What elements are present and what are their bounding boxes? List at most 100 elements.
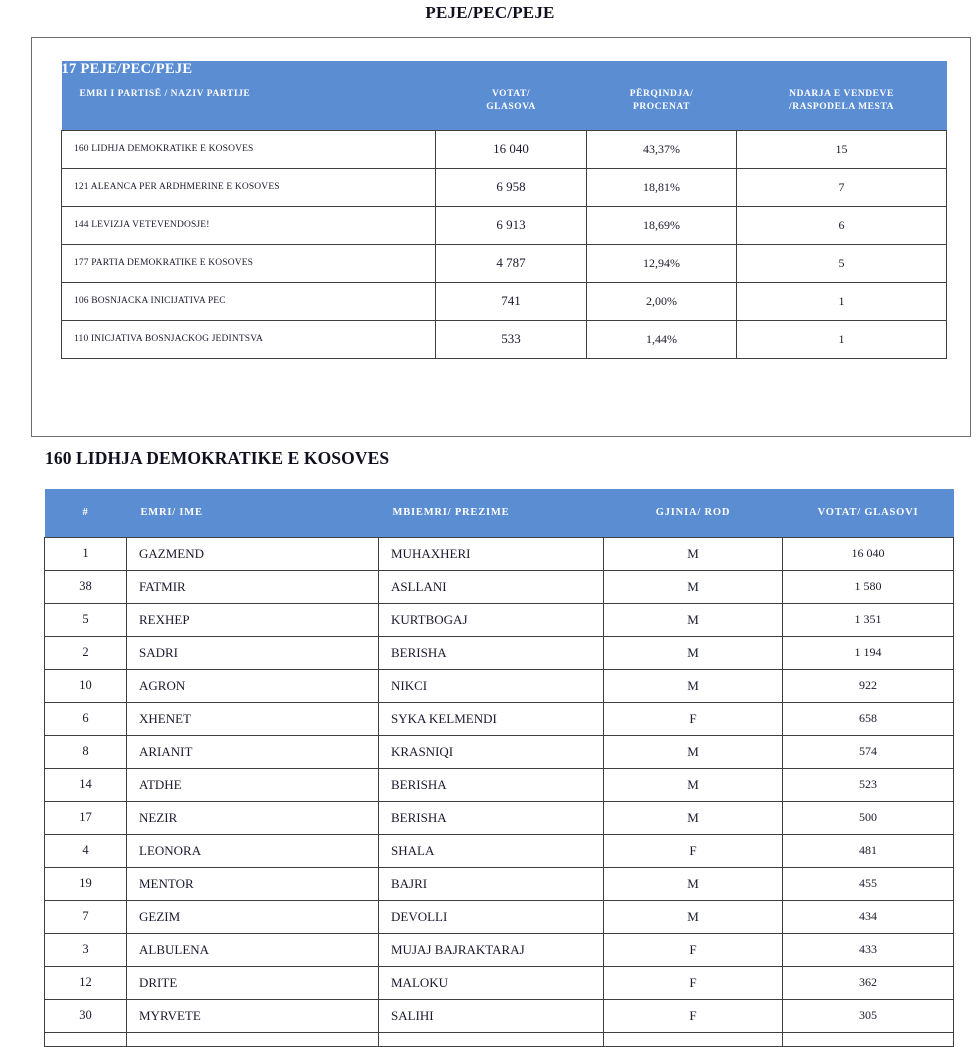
- summary-cell-votes: 6 913: [435, 205, 587, 245]
- summary-cell-votes: 4 787: [435, 243, 587, 283]
- candidate-cell-votes: 16 040: [782, 536, 954, 571]
- summary-cell-party: 144 LEVIZJA VETEVENDOSJE!: [61, 205, 436, 245]
- candidate-row: 10 AGRON NIKCI M 922: [44, 668, 954, 703]
- candidate-cell-gender: M: [603, 899, 783, 934]
- candidate-cell-num: 5: [44, 602, 127, 637]
- candidate-cell-votes: 1 580: [782, 569, 954, 604]
- summary-col-party: EMRI I PARTISË / NAZIV PARTIJE: [61, 78, 436, 131]
- candidate-cell-num: 12: [44, 965, 127, 1000]
- candidate-cell-name: AGRON: [126, 668, 379, 703]
- candidate-cell-name: FATMIR: [126, 569, 379, 604]
- summary-col-seats: NDARJA E VENDEVE /RASPODELA MESTA: [736, 78, 947, 131]
- candidate-cell-name: DRITE: [126, 965, 379, 1000]
- candidate-row: 1 GAZMEND MUHAXHERI M 16 040: [44, 536, 954, 571]
- candidates-table: # EMRI/ IME MBIEMRI/ PREZIME GJINIA/ ROD…: [44, 489, 954, 1047]
- summary-cell-party: 110 INICJATIVA BOSNJACKOG JEDINTSVA: [61, 319, 436, 359]
- candidate-cell-gender: M: [603, 734, 783, 769]
- summary-col-seats-line2: /RASPODELA MESTA: [789, 101, 894, 112]
- candidate-cell-gender: M: [603, 569, 783, 604]
- candidates-col-num: #: [44, 489, 127, 537]
- candidate-row: 38 FATMIR ASLLANI M 1 580: [44, 569, 954, 604]
- summary-row: 160 LIDHJA DEMOKRATIKE E KOSOVES 16 040 43…: [61, 129, 948, 169]
- candidate-cell-surname: MUHAXHERI: [378, 536, 604, 571]
- summary-cell-votes: 741: [435, 281, 587, 321]
- candidate-cell-num: 1: [44, 536, 127, 571]
- candidate-row: 4 LEONORA SHALA F 481: [44, 833, 954, 868]
- summary-cell-percent: 18,81%: [586, 167, 737, 207]
- candidates-col-gender: GJINIA/ ROD: [603, 489, 783, 537]
- summary-col-percent: PËRQINDJA/ PROCENAT: [586, 78, 737, 131]
- candidate-cell-votes: 481: [782, 833, 954, 868]
- candidates-col-surname: MBIEMRI/ PREZIME: [378, 489, 604, 537]
- summary-col-percent-line2: PROCENAT: [632, 101, 690, 112]
- candidate-cell-num: 30: [44, 998, 127, 1033]
- summary-body: 160 LIDHJA DEMOKRATIKE E KOSOVES 16 040 43…: [61, 129, 948, 359]
- candidate-cell-gender: F: [603, 701, 783, 736]
- candidates-col-votes: VOTAT/ GLASOVI: [782, 489, 954, 537]
- candidate-cell-surname: BERISHA: [378, 767, 604, 802]
- candidate-cell-empty: [44, 1031, 127, 1047]
- candidate-cell-name: XHENET: [126, 701, 379, 736]
- candidates-header: # EMRI/ IME MBIEMRI/ PREZIME GJINIA/ ROD…: [44, 489, 954, 537]
- candidate-cell-gender: F: [603, 932, 783, 967]
- candidate-cell-gender: M: [603, 635, 783, 670]
- candidate-cell-num: 7: [44, 899, 127, 934]
- summary-row: 110 INICJATIVA BOSNJACKOG JEDINTSVA 533 1,…: [61, 319, 948, 359]
- summary-col-percent-line1: PËRQINDJA/: [629, 89, 694, 99]
- summary-cell-party: 160 LIDHJA DEMOKRATIKE E KOSOVES: [61, 129, 436, 169]
- candidate-row: 2 SADRI BERISHA M 1 194: [44, 635, 954, 670]
- candidate-cell-votes: 500: [782, 800, 954, 835]
- candidate-cell-gender: F: [603, 965, 783, 1000]
- summary-cell-seats: 5: [735, 243, 948, 283]
- candidate-cell-surname: DEVOLLI: [378, 899, 604, 934]
- candidate-row: 6 XHENET SYKA KELMENDI F 658: [44, 701, 954, 736]
- summary-cell-percent: 1,44%: [586, 319, 737, 359]
- candidate-cell-num: 2: [44, 635, 127, 670]
- candidate-cell-votes: 433: [782, 932, 954, 967]
- candidate-cell-num: 6: [44, 701, 127, 736]
- summary-table: 17 PEJE/PEC/PEJE EMRI I PARTISË / NAZIV …: [61, 61, 948, 359]
- candidate-cell-name: SADRI: [126, 635, 379, 670]
- candidate-cell-gender: M: [603, 668, 783, 703]
- candidate-cell-num: 38: [44, 569, 127, 604]
- candidates-col-name: EMRI/ IME: [126, 489, 379, 537]
- candidate-cell-gender: M: [603, 536, 783, 571]
- candidate-cell-num: 10: [44, 668, 127, 703]
- candidate-cell-gender: M: [603, 800, 783, 835]
- summary-cell-seats: 6: [735, 205, 948, 245]
- candidate-cell-votes: 434: [782, 899, 954, 934]
- candidate-cell-surname: MUJAJ BAJRAKTARAJ: [378, 932, 604, 967]
- summary-row: 144 LEVIZJA VETEVENDOSJE! 6 913 18,69% 6: [61, 205, 948, 245]
- summary-band-title-row: 17 PEJE/PEC/PEJE: [61, 61, 947, 78]
- candidate-cell-votes: 658: [782, 701, 954, 736]
- page-title: PEJE/PEC/PEJE: [425, 3, 555, 22]
- summary-cell-percent: 12,94%: [586, 243, 737, 283]
- summary-col-seats-line1: NDARJA E VENDEVE: [789, 89, 894, 99]
- candidate-row: 5 REXHEP KURTBOGAJ M 1 351: [44, 602, 954, 637]
- candidate-cell-votes: 922: [782, 668, 954, 703]
- candidate-row: 12 DRITE MALOKU F 362: [44, 965, 954, 1000]
- candidate-cell-num: 8: [44, 734, 127, 769]
- candidate-row: 19 MENTOR BAJRI M 455: [44, 866, 954, 901]
- summary-cell-seats: 15: [735, 129, 948, 169]
- candidate-cell-surname: ASLLANI: [378, 569, 604, 604]
- summary-cell-party: 106 BOSNJACKA INICIJATIVA PEC: [61, 281, 436, 321]
- candidate-cell-surname: NIKCI: [378, 668, 604, 703]
- candidate-cell-surname: SHALA: [378, 833, 604, 868]
- candidates-header-row: # EMRI/ IME MBIEMRI/ PREZIME GJINIA/ ROD…: [44, 489, 954, 537]
- candidate-row: 8 ARIANIT KRASNIQI M 574: [44, 734, 954, 769]
- candidate-cell-surname: SYKA KELMENDI: [378, 701, 604, 736]
- candidate-cell-surname: MALOKU: [378, 965, 604, 1000]
- candidate-cell-name: GEZIM: [126, 899, 379, 934]
- candidate-cell-votes: 1 194: [782, 635, 954, 670]
- candidate-cell-name: ATDHE: [126, 767, 379, 802]
- summary-cell-percent: 2,00%: [586, 281, 737, 321]
- candidate-row: 30 MYRVETE SALIHI F 305: [44, 998, 954, 1033]
- candidate-cell-empty: [378, 1031, 604, 1047]
- candidate-row: 14 ATDHE BERISHA M 523: [44, 767, 954, 802]
- candidate-cell-votes: 574: [782, 734, 954, 769]
- summary-cell-seats: 7: [735, 167, 948, 207]
- summary-row: 121 ALEANCA PER ARDHMERINE E KOSOVES 6 95…: [61, 167, 948, 207]
- summary-col-votes: VOTAT/ GLASOVA: [435, 78, 587, 131]
- summary-col-votes-line2: GLASOVA: [486, 101, 536, 112]
